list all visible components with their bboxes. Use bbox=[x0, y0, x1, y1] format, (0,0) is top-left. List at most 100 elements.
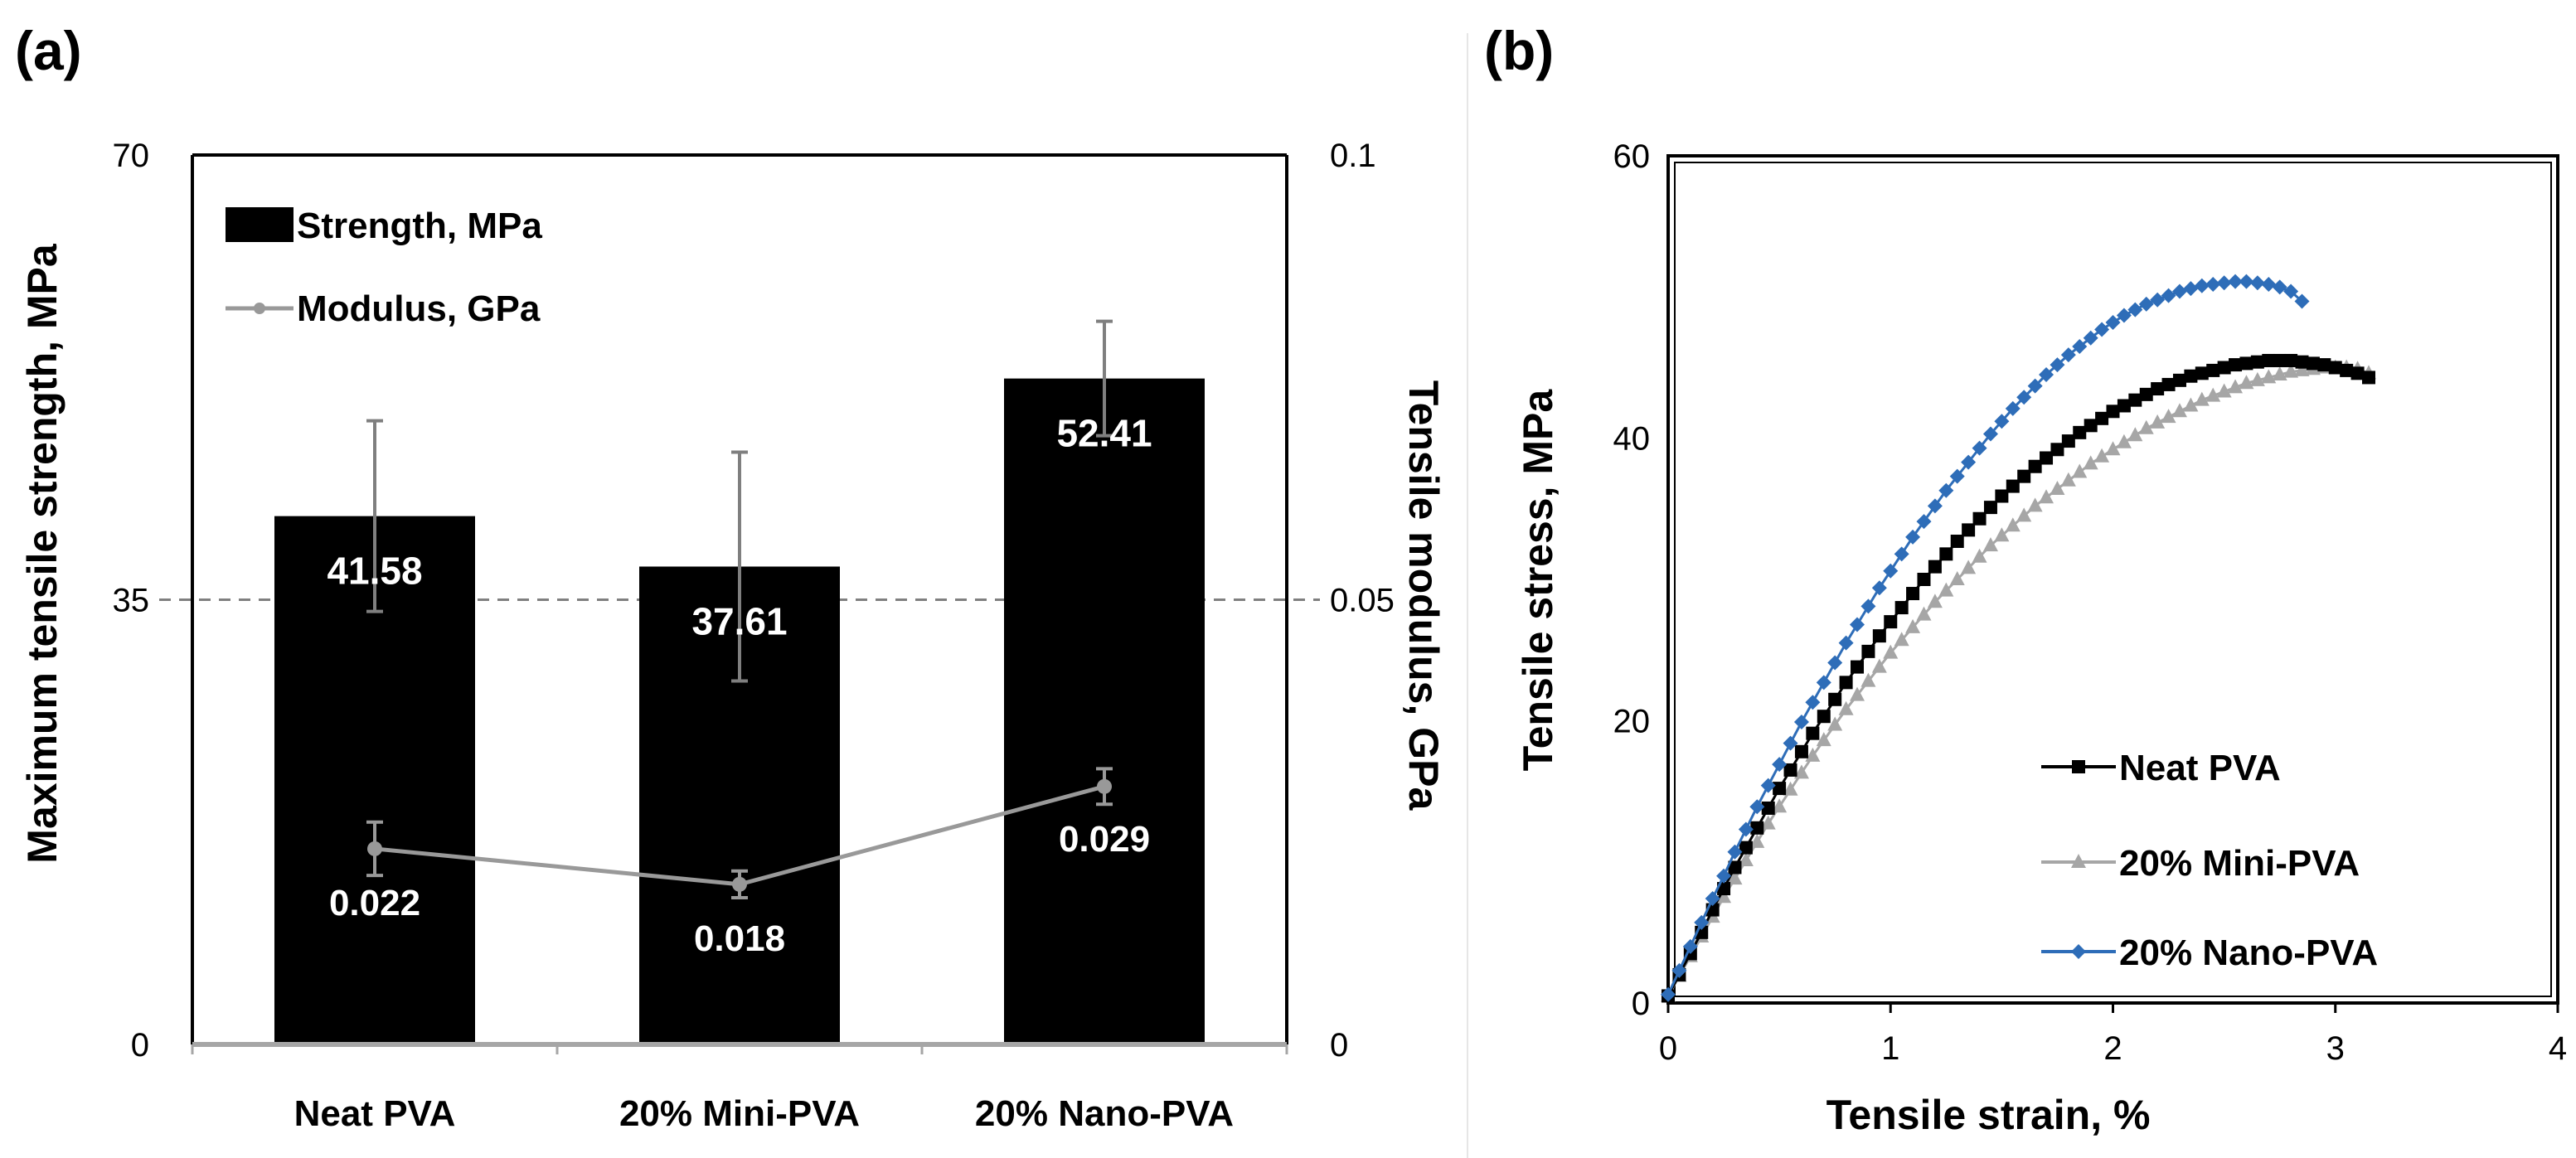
data-point bbox=[2273, 353, 2287, 367]
data-point bbox=[1961, 560, 1977, 574]
panel-a-data-labels: 41.58 37.61 52.41 0.022 0.018 0.029 bbox=[327, 412, 1152, 959]
data-point bbox=[1906, 587, 1920, 601]
series-line bbox=[1666, 359, 2370, 997]
data-point bbox=[1938, 482, 1954, 498]
y2-tick-label: 0.05 bbox=[1330, 583, 1395, 619]
data-point bbox=[1761, 801, 1775, 815]
data-point bbox=[2194, 278, 2210, 293]
data-point bbox=[1817, 710, 1831, 724]
data-point bbox=[2050, 357, 2065, 373]
series-20-mini-pva bbox=[1661, 359, 2376, 1002]
data-point bbox=[1783, 763, 1797, 777]
data-point bbox=[1739, 841, 1753, 855]
data-point bbox=[1905, 618, 1921, 633]
data-point bbox=[1861, 644, 1875, 658]
data-point bbox=[2239, 274, 2254, 289]
legend-marker bbox=[2071, 854, 2086, 868]
data-point bbox=[2105, 314, 2121, 330]
data-point bbox=[1872, 629, 1886, 643]
data-point bbox=[1838, 700, 1854, 715]
panel-a-frame bbox=[191, 153, 1288, 1047]
data-point bbox=[2105, 441, 2121, 456]
data-point bbox=[1783, 735, 1798, 751]
data-point bbox=[1894, 601, 1909, 615]
x-category-label: 20% Nano-PVA bbox=[975, 1093, 1234, 1134]
data-point bbox=[1972, 440, 1987, 456]
panel-b-y-axis-title: Tensile stress, MPa bbox=[1515, 389, 1561, 772]
data-point bbox=[1961, 454, 1977, 470]
data-point bbox=[1884, 615, 1898, 629]
strength-value-label: 41.58 bbox=[327, 550, 422, 593]
data-point bbox=[1749, 799, 1765, 815]
data-point bbox=[1793, 715, 1809, 730]
data-point bbox=[2250, 355, 2264, 369]
x-tick-label: 4 bbox=[2549, 1030, 2567, 1067]
data-point bbox=[2017, 469, 2031, 483]
data-point bbox=[1949, 468, 1965, 484]
data-point bbox=[2094, 448, 2110, 463]
y-tick-label: 70 bbox=[113, 138, 150, 174]
data-point bbox=[1905, 529, 1921, 545]
modulus-point bbox=[367, 841, 382, 856]
data-point bbox=[1727, 844, 1743, 860]
data-point bbox=[1716, 868, 1732, 884]
data-point bbox=[1883, 563, 1899, 579]
series-line bbox=[1666, 366, 2370, 997]
data-point bbox=[1661, 986, 1676, 1002]
data-point bbox=[1871, 658, 1887, 673]
data-point bbox=[2183, 281, 2199, 297]
data-point bbox=[2072, 463, 2088, 478]
data-point bbox=[2171, 403, 2187, 418]
data-point bbox=[2095, 411, 2109, 425]
legend-label-strength: Strength, MPa bbox=[297, 206, 542, 246]
data-point bbox=[2206, 363, 2220, 377]
data-point bbox=[1738, 821, 1754, 837]
data-point bbox=[1871, 580, 1887, 596]
data-point bbox=[1928, 560, 1942, 574]
data-point bbox=[1938, 582, 1954, 597]
data-point bbox=[1883, 644, 1899, 659]
data-point bbox=[2027, 378, 2043, 394]
series-line bbox=[1666, 280, 2303, 996]
data-point bbox=[2261, 369, 2277, 384]
data-point bbox=[2171, 283, 2187, 299]
x-tick-label: 0 bbox=[1659, 1030, 1677, 1067]
data-point bbox=[1794, 744, 1808, 758]
data-point bbox=[2138, 296, 2154, 312]
data-point bbox=[2040, 451, 2054, 465]
data-point bbox=[2128, 393, 2142, 407]
data-point bbox=[1850, 617, 1865, 632]
data-point bbox=[1694, 914, 1710, 930]
panel-b-x-axis-title: Tensile strain, % bbox=[1826, 1092, 2151, 1138]
panel-a-modulus-series bbox=[366, 767, 1113, 899]
data-point bbox=[2262, 353, 2276, 367]
legend-swatch-strength bbox=[226, 207, 293, 242]
data-point bbox=[2005, 400, 2021, 416]
data-point bbox=[1850, 686, 1865, 701]
data-point bbox=[1939, 547, 1953, 561]
data-point bbox=[2150, 292, 2166, 308]
data-point bbox=[2317, 358, 2331, 372]
data-point bbox=[1793, 764, 1809, 779]
data-point bbox=[2228, 379, 2244, 394]
panel-b-plot-border bbox=[1666, 154, 2559, 1005]
modulus-point bbox=[732, 876, 747, 892]
data-point bbox=[2239, 375, 2254, 390]
series-20-nano-pva bbox=[1661, 274, 2310, 1002]
data-point bbox=[2060, 347, 2076, 363]
data-point bbox=[2161, 288, 2176, 303]
modulus-point bbox=[1097, 778, 1112, 794]
y-tick-label: 60 bbox=[1613, 138, 1651, 175]
strength-value-label: 37.61 bbox=[691, 599, 787, 642]
legend-label: 20% Nano-PVA bbox=[2119, 933, 2378, 973]
data-point bbox=[2005, 517, 2021, 532]
panel-b-legend: Neat PVA 20% Mini-PVA 20% Nano-PVA bbox=[2041, 748, 2378, 973]
x-tick-label: 2 bbox=[2103, 1030, 2122, 1067]
legend-marker bbox=[2071, 944, 2086, 959]
data-point bbox=[2016, 507, 2032, 522]
data-point bbox=[1805, 695, 1821, 710]
data-point bbox=[2217, 361, 2231, 375]
data-point bbox=[1972, 511, 1987, 526]
data-point bbox=[1983, 501, 1997, 515]
data-point bbox=[1760, 815, 1776, 830]
